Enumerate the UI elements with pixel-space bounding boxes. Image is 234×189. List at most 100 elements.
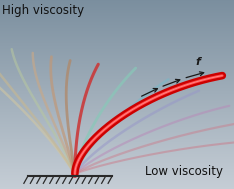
Bar — [0, 64, 234, 65]
Bar — [0, 115, 234, 116]
Bar — [0, 184, 234, 185]
Bar — [0, 95, 234, 96]
Bar — [0, 85, 234, 86]
Bar — [0, 18, 234, 19]
Bar — [0, 9, 234, 10]
Bar — [0, 168, 234, 169]
Bar — [0, 60, 234, 61]
Bar — [0, 177, 234, 178]
Bar — [0, 11, 234, 12]
Bar — [0, 108, 234, 109]
Bar — [0, 27, 234, 28]
Bar — [0, 121, 234, 122]
Bar — [0, 93, 234, 94]
Bar — [0, 44, 234, 45]
Bar — [0, 148, 234, 149]
Bar — [0, 157, 234, 158]
Bar — [0, 56, 234, 57]
Bar — [0, 12, 234, 13]
Bar — [0, 102, 234, 103]
Bar — [0, 32, 234, 33]
Bar — [0, 46, 234, 47]
Bar — [0, 164, 234, 165]
Bar — [0, 37, 234, 38]
Bar — [0, 136, 234, 137]
Bar — [0, 155, 234, 156]
Bar — [0, 158, 234, 159]
Bar — [0, 75, 234, 76]
Bar — [0, 70, 234, 71]
Bar — [0, 84, 234, 85]
Bar — [0, 1, 234, 2]
Bar — [0, 185, 234, 186]
Bar — [0, 86, 234, 87]
Bar — [0, 52, 234, 53]
Bar — [0, 144, 234, 145]
Bar — [0, 151, 234, 152]
Bar — [0, 147, 234, 148]
Bar — [0, 182, 234, 183]
Bar — [0, 35, 234, 36]
Bar — [0, 179, 234, 180]
Bar — [0, 167, 234, 168]
Bar — [0, 51, 234, 52]
Bar — [0, 119, 234, 120]
Bar — [0, 16, 234, 17]
Bar — [0, 186, 234, 187]
Bar — [0, 63, 234, 64]
Bar — [0, 62, 234, 63]
Bar — [0, 41, 234, 42]
Bar — [0, 163, 234, 164]
Bar — [0, 174, 234, 175]
Bar — [0, 68, 234, 69]
Bar — [0, 88, 234, 89]
Bar — [0, 113, 234, 114]
Bar — [0, 110, 234, 111]
Bar — [0, 116, 234, 117]
Bar — [0, 126, 234, 127]
Bar — [0, 7, 234, 8]
Bar — [0, 29, 234, 30]
Bar — [0, 69, 234, 70]
Bar — [0, 36, 234, 37]
Bar — [0, 65, 234, 66]
Text: Low viscosity: Low viscosity — [145, 165, 223, 178]
Bar — [0, 173, 234, 174]
Bar — [0, 49, 234, 50]
Bar — [0, 103, 234, 104]
Bar — [0, 187, 234, 188]
Bar — [0, 26, 234, 27]
Bar — [0, 81, 234, 82]
Bar — [0, 162, 234, 163]
Bar — [0, 89, 234, 90]
Bar — [0, 8, 234, 9]
Bar — [0, 17, 234, 18]
Bar — [0, 138, 234, 139]
Bar — [0, 3, 234, 4]
Bar — [0, 105, 234, 106]
Bar — [0, 34, 234, 35]
Bar — [0, 24, 234, 25]
Bar — [0, 55, 234, 56]
Bar — [0, 178, 234, 179]
Bar — [0, 124, 234, 125]
Bar — [0, 128, 234, 129]
Bar — [0, 90, 234, 91]
Bar — [0, 152, 234, 153]
Bar — [0, 161, 234, 162]
Bar — [0, 165, 234, 166]
Bar — [0, 82, 234, 83]
Bar — [0, 14, 234, 15]
Bar — [0, 73, 234, 74]
Bar — [0, 28, 234, 29]
Bar — [0, 54, 234, 55]
Bar — [0, 31, 234, 32]
Bar — [0, 77, 234, 78]
Bar — [0, 183, 234, 184]
Bar — [0, 99, 234, 100]
Bar — [0, 160, 234, 161]
Bar — [0, 142, 234, 143]
Bar — [0, 180, 234, 181]
Bar — [0, 43, 234, 44]
Text: f: f — [195, 57, 200, 67]
